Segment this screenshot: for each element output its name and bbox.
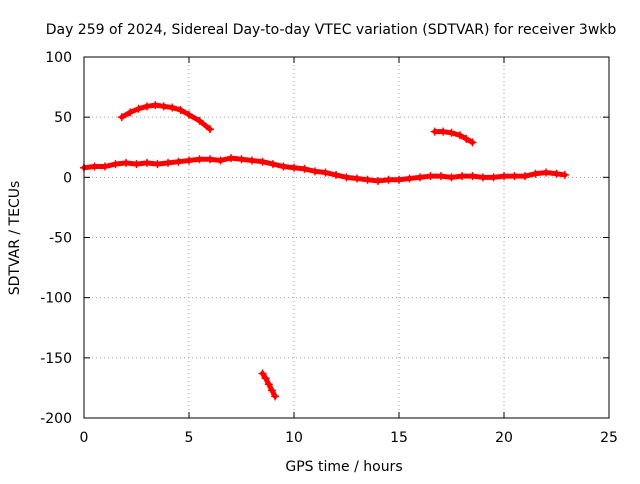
chart-title: Day 259 of 2024, Sidereal Day-to-day VTE… xyxy=(46,22,617,38)
series-main-band xyxy=(80,154,569,185)
series-arc-2 xyxy=(430,127,477,147)
x-tick-label: 15 xyxy=(390,430,408,446)
y-tick-label: -50 xyxy=(49,231,72,247)
series-arc-1 xyxy=(117,101,214,134)
data-point xyxy=(560,170,569,179)
x-tick-label: 20 xyxy=(495,430,513,446)
y-axis-ticks: -200 -150 -100 -50 0 50 100 xyxy=(40,50,609,427)
data-point xyxy=(468,138,477,147)
data-point xyxy=(271,392,280,401)
y-tick-label: -200 xyxy=(40,411,72,427)
series-arc-3 xyxy=(258,369,280,401)
data-point xyxy=(206,125,214,134)
x-axis-ticks: 0 5 10 15 20 25 xyxy=(80,57,618,446)
grid xyxy=(84,57,609,418)
y-tick-label: 50 xyxy=(54,110,72,126)
y-axis-label: SDTVAR / TECUs xyxy=(7,181,23,296)
x-tick-label: 0 xyxy=(80,430,89,446)
y-tick-label: 100 xyxy=(45,50,72,66)
y-tick-label: 0 xyxy=(63,170,72,186)
x-tick-label: 5 xyxy=(185,430,194,446)
x-axis-label: GPS time / hours xyxy=(285,459,402,475)
data-point-band xyxy=(197,118,213,132)
x-tick-label: 25 xyxy=(600,430,618,446)
y-tick-label: -100 xyxy=(40,291,72,307)
data-points xyxy=(80,101,569,401)
y-tick-label: -150 xyxy=(40,351,72,367)
x-tick-label: 10 xyxy=(285,430,303,446)
